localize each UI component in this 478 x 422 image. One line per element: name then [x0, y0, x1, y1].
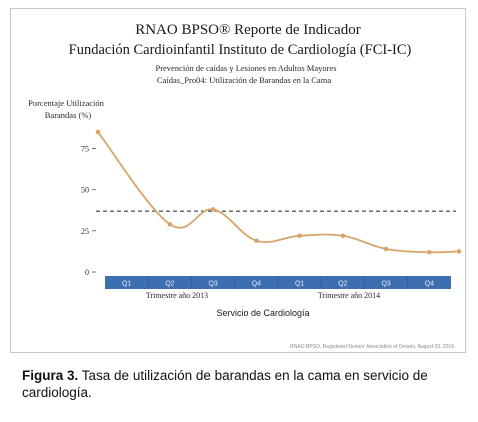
- category-label: Q2: [165, 281, 174, 288]
- y-ticks: 0 25 50 75: [81, 145, 96, 277]
- chart: RNAO BPSO® Reporte de Indicador Fundació…: [28, 22, 462, 350]
- y-tick-label: 0: [85, 268, 89, 277]
- category-label: Q3: [208, 281, 217, 288]
- y-tick-label: 50: [81, 186, 89, 195]
- data-point: [210, 207, 216, 212]
- data-point: [456, 249, 462, 254]
- series-line: [97, 131, 460, 254]
- x-group-label-2014: Trimestre año 2014: [318, 291, 380, 300]
- category-label: Q1: [122, 281, 131, 288]
- chart-title: RNAO BPSO® Reporte de Indicador: [135, 22, 361, 38]
- footnote: RNAO BPSO, Registered Nurses' Associatio…: [290, 344, 454, 350]
- data-point: [383, 246, 389, 252]
- y-tick-label: 25: [81, 227, 89, 236]
- x-axis-title: Servicio de Cardiología: [216, 308, 309, 318]
- y-tick-label: 75: [81, 145, 89, 154]
- data-point: [297, 233, 302, 239]
- caption-label: Figura 3.: [22, 368, 79, 383]
- caption-text: Tasa de utilización de barandas en la ca…: [22, 368, 428, 400]
- data-point: [427, 249, 432, 255]
- y-axis-label-line2: Barandas (%): [45, 110, 92, 120]
- data-point: [340, 233, 346, 239]
- data-point: [254, 238, 259, 244]
- figure-frame: [10, 8, 466, 353]
- category-label: Q4: [252, 281, 261, 288]
- data-point: [95, 129, 101, 135]
- chart-subsubtitle-1: Prevención de caídas y Lesiones en Adult…: [155, 63, 336, 73]
- category-label: Q3: [381, 281, 390, 288]
- category-label: Q4: [425, 281, 434, 288]
- x-group-label-2013: Trimestre año 2013: [146, 291, 208, 300]
- category-label: Q2: [338, 281, 347, 288]
- series-line-group: [95, 129, 462, 255]
- chart-subtitle: Fundación Cardioinfantil Instituto de Ca…: [69, 42, 412, 58]
- figure-caption: Figura 3. Tasa de utilización de baranda…: [22, 367, 468, 401]
- chart-subsubtitle-2: Caídas_Pro04: Utilización de Barandas en…: [157, 75, 331, 85]
- category-label: Q1: [295, 281, 304, 288]
- y-axis-label-line1: Porcentaje Utilización: [28, 98, 105, 108]
- data-point: [167, 221, 173, 227]
- x-category-band: Q1 Q2 Q3 Q4 Q1 Q2 Q3 Q4: [105, 276, 451, 289]
